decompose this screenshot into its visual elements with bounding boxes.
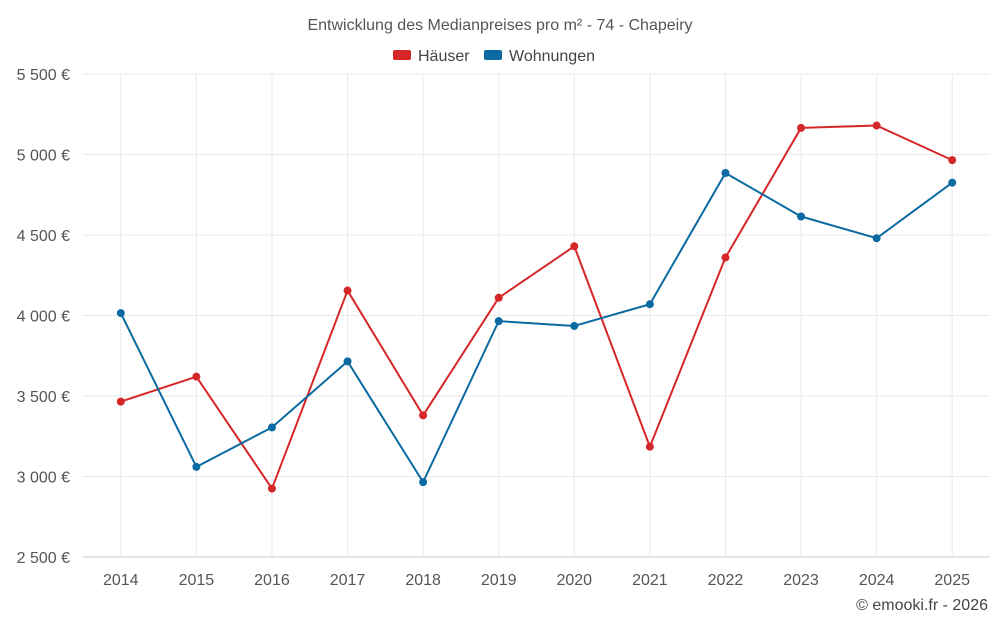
data-point-hauser-2021 [645, 442, 654, 451]
y-axis-ticks: 2 500 € 3 000 € 3 500 € 4 000 € 4 500 € 5 000… [17, 67, 70, 567]
y-tick-label: 3 500 € [17, 389, 70, 406]
y-tick-label: 3 000 € [17, 470, 70, 487]
data-point-hauser-2024 [872, 121, 881, 130]
data-point-hauser-2015 [192, 372, 201, 381]
data-point-hauser-2018 [419, 411, 428, 420]
y-tick-label: 4 000 € [17, 309, 70, 326]
data-point-wohnungen-2022 [721, 169, 730, 178]
data-point-wohnungen-2024 [872, 234, 881, 243]
x-tick-label: 2022 [708, 572, 744, 589]
x-tick-label: 2015 [179, 572, 215, 589]
grid [83, 73, 990, 558]
x-tick-label: 2018 [405, 572, 441, 589]
legend-swatch-wohnungen [484, 50, 502, 60]
series [116, 121, 957, 493]
x-tick-label: 2020 [556, 572, 592, 589]
chart-title: Entwicklung des Medianpreises pro m² - 7… [307, 17, 692, 34]
x-tick-label: 2014 [103, 572, 139, 589]
credit-text[interactable]: © emooki.fr - 2026 [856, 597, 988, 614]
data-point-hauser-2020 [570, 242, 579, 251]
series-line-hauser [120, 124, 953, 490]
y-tick-label: 4 500 € [17, 228, 70, 245]
data-point-wohnungen-2021 [645, 300, 654, 309]
data-point-wohnungen-2017 [343, 357, 352, 366]
x-tick-label: 2024 [859, 572, 895, 589]
data-point-hauser-2019 [494, 293, 503, 302]
data-point-wohnungen-2020 [570, 321, 579, 330]
data-point-wohnungen-2015 [192, 462, 201, 471]
y-tick-label: 5 000 € [17, 148, 70, 165]
x-tick-label: 2025 [934, 572, 970, 589]
x-axis-ticks: 2014 2015 2016 2017 2018 2019 2020 2021 2022 2023… [103, 572, 970, 589]
x-tick-label: 2017 [330, 572, 366, 589]
data-point-hauser-2014 [116, 397, 125, 406]
data-point-wohnungen-2025 [948, 178, 957, 187]
y-tick-label: 5 500 € [17, 67, 70, 84]
data-point-hauser-2017 [343, 286, 352, 295]
data-point-wohnungen-2018 [419, 478, 428, 487]
legend-label-hauser[interactable]: Häuser [418, 48, 470, 65]
series-line-wohnungen [119, 172, 953, 484]
data-point-hauser-2022 [721, 253, 730, 262]
legend-swatch-hauser [393, 50, 411, 60]
data-point-hauser-2025 [948, 156, 957, 165]
data-point-hauser-2016 [267, 484, 276, 493]
x-tick-label: 2023 [783, 572, 819, 589]
data-point-wohnungen-2019 [494, 317, 503, 326]
legend-label-wohnungen[interactable]: Wohnungen [509, 48, 595, 65]
y-tick-label: 2 500 € [17, 550, 70, 567]
legend: Häuser Wohnungen [393, 48, 595, 65]
data-point-hauser-2023 [797, 123, 806, 132]
x-tick-label: 2021 [632, 572, 668, 589]
data-point-wohnungen-2023 [797, 212, 806, 221]
x-tick-label: 2016 [254, 572, 290, 589]
data-point-wohnungen-2016 [267, 423, 276, 432]
x-tick-label: 2019 [481, 572, 517, 589]
data-point-wohnungen-2014 [116, 309, 125, 318]
